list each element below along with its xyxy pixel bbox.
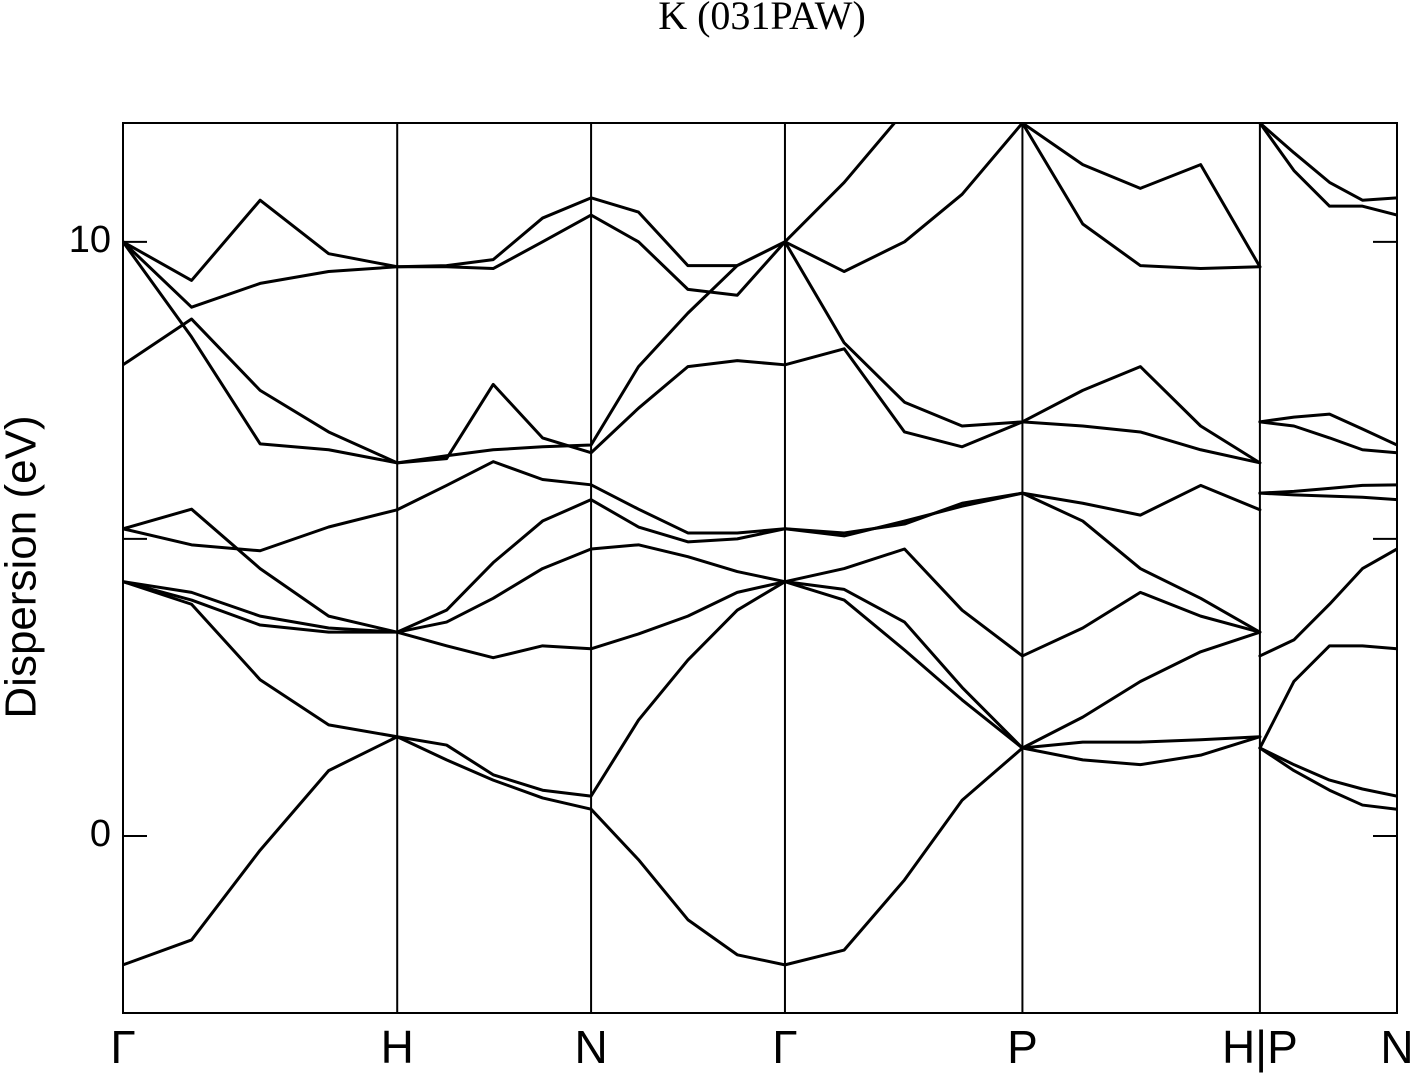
- band-line: [123, 735, 1397, 967]
- band-line: [123, 240, 1397, 465]
- band-line: [123, 317, 1397, 465]
- x-tick-label: N: [1380, 1021, 1413, 1073]
- y-tick-label: 0: [90, 813, 111, 855]
- band-line: [123, 543, 1397, 658]
- y-tick-label: 10: [69, 219, 111, 261]
- band-line: [123, 491, 1397, 634]
- x-tick-label: H: [381, 1021, 414, 1073]
- x-tick-label: Γ: [110, 1021, 135, 1073]
- x-tick-label: H|P: [1222, 1021, 1298, 1073]
- band-line: [123, 580, 1397, 750]
- bands: [123, 123, 1397, 967]
- x-tick-label: P: [1007, 1021, 1038, 1073]
- band-line: [123, 580, 1397, 798]
- band-line: [123, 460, 1397, 553]
- x-tick-label: N: [574, 1021, 607, 1073]
- y-axis-label: Dispersion (eV): [0, 415, 46, 718]
- chart-title: K (031PAW): [658, 0, 866, 38]
- band-line: [123, 123, 1397, 309]
- x-tick-label: Γ: [772, 1021, 797, 1073]
- plot-frame: [122, 122, 1398, 1014]
- band-line: [123, 123, 1397, 282]
